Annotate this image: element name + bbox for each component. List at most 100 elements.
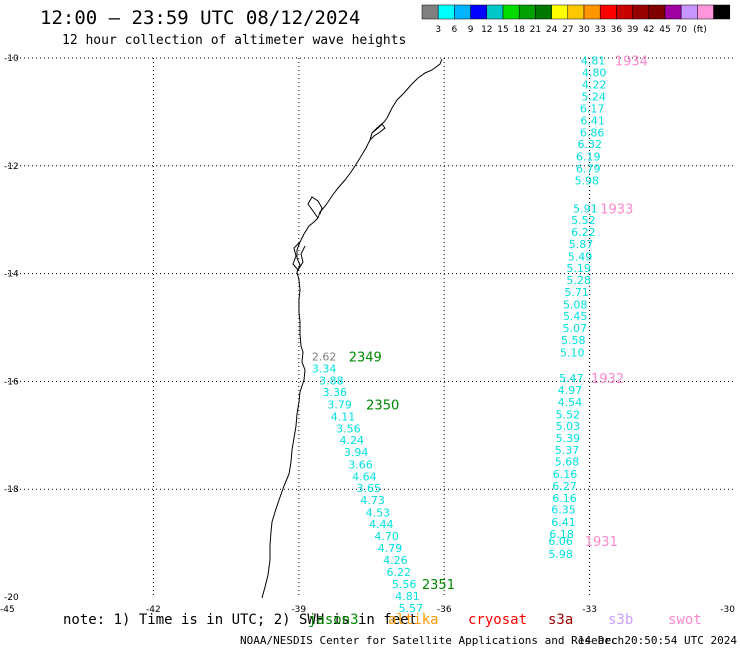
scale-unit: (ft): [693, 25, 707, 35]
scale-swatch: [648, 4, 666, 20]
wave-height-label: 3.94: [344, 446, 369, 459]
wave-height-label: 3.34: [312, 362, 337, 375]
wave-height-label: 6.16: [552, 492, 577, 505]
wave-height-label: 6.17: [580, 103, 605, 116]
wave-height-label: 4.22: [582, 78, 607, 91]
satellite-legend-item: s3b: [608, 612, 634, 628]
lat-label: -18: [4, 485, 19, 495]
wave-height-label: 2.62: [312, 351, 337, 364]
wave-height-label: 6.22: [387, 566, 412, 579]
lon-label: -45: [0, 605, 15, 615]
wave-height-label: 4.64: [352, 470, 377, 483]
wave-height-label: 4.54: [558, 396, 583, 409]
wave-height-label: 5.52: [556, 408, 581, 421]
wave-height-label: 5.28: [566, 274, 591, 287]
lon-label: -39: [291, 605, 306, 615]
scale-label: 27: [562, 25, 573, 35]
wave-height-label: 6.19: [576, 151, 601, 164]
scale-label: 30: [578, 25, 590, 35]
scale-label: 33: [594, 25, 605, 35]
map-subtitle: 12 hour collection of altimeter wave hei…: [62, 33, 407, 48]
scale-label: 42: [643, 25, 654, 35]
wave-height-label: 4.73: [360, 494, 385, 507]
bay-inlet-middle: [307, 196, 323, 219]
wave-height-label: 4.79: [378, 542, 403, 555]
satellite-legend-item: s3a: [548, 612, 574, 628]
scale-swatch: [583, 4, 601, 20]
wave-height-label: 5.87: [569, 238, 594, 251]
lon-label: -30: [720, 605, 735, 615]
footer-credit: NOAA/NESDIS Center for Satellite Applica…: [240, 634, 625, 647]
wave-height-label: 6.32: [577, 138, 602, 151]
wave-height-label: 3.36: [323, 386, 348, 399]
color-scale-legend: 3 6 9 12 15 18 21 24 27 30 33 36 39 42 45 70 (ft): [421, 4, 731, 35]
wave-height-label: 5.03: [556, 420, 581, 433]
lat-label: -10: [4, 54, 19, 64]
wave-height-label: 5.19: [566, 262, 591, 275]
lon-label: -33: [582, 605, 597, 615]
wave-height-label: 5.58: [561, 334, 586, 347]
lat-label: -20: [4, 593, 19, 603]
scale-swatch: [664, 4, 682, 20]
wave-height-label: 6.06: [548, 535, 573, 548]
pass-time-label: 2349: [349, 351, 382, 366]
footer-timestamp: 14 Dec 20:50:54 UTC 2024: [578, 634, 737, 647]
scale-label: 9: [468, 25, 474, 35]
scale-label: 45: [659, 25, 670, 35]
bay-inlet-north: [369, 123, 386, 141]
scale-label: 3: [435, 25, 441, 35]
wave-height-label: 6.22: [571, 226, 596, 239]
wave-height-label: 5.24: [581, 90, 606, 103]
wave-height-label: 5.71: [564, 286, 589, 299]
wave-height-label: 5.49: [568, 250, 593, 263]
scale-swatch: [518, 4, 536, 20]
map-grid: -45 -42 -39 -36 -33 -30 -10 -12 -14 -16 -18 -20: [0, 54, 735, 615]
satellite-legend-item: cryosat: [468, 612, 528, 628]
scale-swatch: [502, 4, 520, 20]
wave-height-label: 5.68: [555, 456, 580, 469]
pass-time-label: 1933: [600, 202, 633, 217]
wave-height-label: 5.37: [555, 444, 580, 457]
lat-label: -12: [4, 162, 19, 172]
wave-height-label: 3.66: [348, 458, 373, 471]
wave-height-label: 5.10: [560, 346, 585, 359]
scale-label: 39: [627, 25, 639, 35]
wave-height-label: 5.57: [399, 602, 424, 615]
scale-swatch: [437, 4, 455, 20]
scale-label: 70: [675, 25, 687, 35]
scale-swatch: [680, 4, 698, 20]
scale-label: 15: [497, 25, 508, 35]
pass-time-label: 1934: [615, 55, 648, 70]
wave-height-label: 5.47: [559, 372, 584, 385]
scale-label: 18: [513, 25, 525, 35]
scale-label: 36: [611, 25, 623, 35]
wave-height-label: 5.45: [563, 310, 588, 323]
wave-height-label: 6.86: [580, 126, 605, 139]
wave-height-label: 3.56: [336, 422, 361, 435]
pass-time-label: 1931: [585, 535, 618, 550]
scale-swatch: [713, 4, 731, 20]
wave-height-label: 5.39: [556, 432, 581, 445]
lon-label: -36: [437, 605, 452, 615]
scale-label: 6: [452, 25, 458, 35]
lat-label: -16: [4, 377, 19, 387]
altimeter-tracks: 4.814.804.225.246.176.416.866.326.196.79…: [312, 55, 648, 615]
scale-swatch: [697, 4, 714, 20]
wave-height-label: 4.24: [340, 434, 365, 447]
wave-height-label: 4.26: [383, 554, 408, 567]
coastline: [261, 58, 443, 599]
scale-swatch: [454, 4, 471, 20]
wave-height-label: 3.65: [356, 482, 381, 495]
scale-swatch: [470, 4, 488, 20]
scale-swatch: [599, 4, 617, 20]
wave-height-label: 6.79: [576, 162, 601, 175]
wave-height-label: 4.44: [369, 518, 394, 531]
wave-height-label: 6.18: [549, 528, 574, 541]
wave-height-label: 3.88: [319, 374, 344, 387]
wave-height-label: 4.11: [331, 410, 356, 423]
satellite-legend-item: swot: [668, 612, 702, 628]
wave-height-label: 4.53: [366, 506, 391, 519]
wave-height-label: 4.80: [582, 67, 607, 80]
wave-height-label: 5.52: [571, 214, 596, 227]
